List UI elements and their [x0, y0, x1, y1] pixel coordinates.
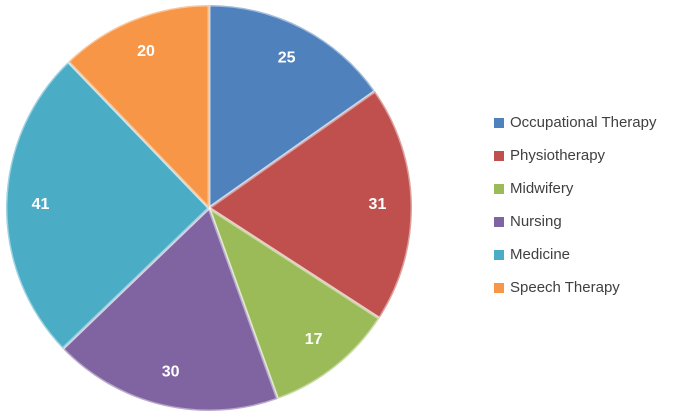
data-label: 41	[32, 196, 50, 213]
legend-swatch	[494, 217, 504, 227]
pie-slice	[60, 205, 280, 413]
legend-label: Midwifery	[510, 180, 574, 197]
pie-slice	[4, 59, 212, 351]
legend-swatch	[494, 151, 504, 161]
data-label: 30	[162, 363, 180, 380]
legend-label: Occupational Therapy	[510, 114, 657, 131]
data-label: 20	[137, 43, 155, 60]
legend-label: Nursing	[510, 213, 562, 230]
legend-swatch	[494, 184, 504, 194]
data-label: 17	[305, 331, 323, 348]
pie-slice	[207, 3, 378, 211]
legend-label: Speech Therapy	[510, 279, 620, 296]
pie-slice	[206, 89, 414, 321]
legend-label: Medicine	[510, 246, 570, 263]
pie-slice	[206, 204, 382, 401]
legend-swatch	[494, 250, 504, 260]
legend-label: Physiotherapy	[510, 147, 606, 164]
legend-swatch	[494, 118, 504, 128]
data-label: 25	[278, 50, 296, 67]
pie-slice	[66, 3, 211, 212]
legend-swatch	[494, 283, 504, 293]
data-label: 31	[369, 196, 387, 213]
